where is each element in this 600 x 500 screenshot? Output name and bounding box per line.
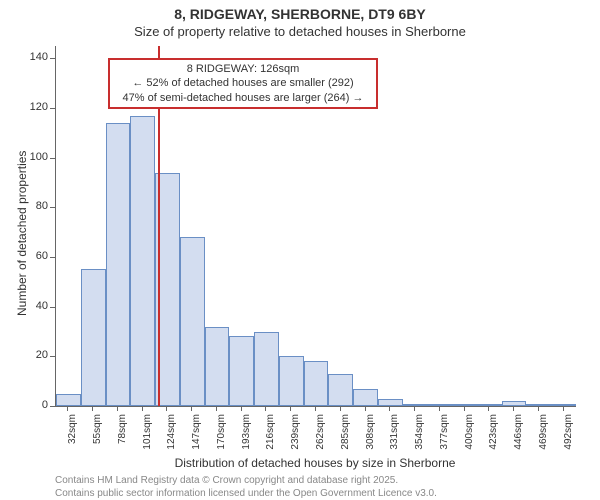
x-tick-label: 147sqm: [191, 414, 202, 454]
histogram-bar: [56, 394, 81, 406]
x-tick-mark: [166, 406, 167, 411]
x-tick-mark: [191, 406, 192, 411]
y-tick-mark: [50, 207, 55, 208]
x-tick-mark: [265, 406, 266, 411]
x-tick-mark: [216, 406, 217, 411]
y-tick-mark: [50, 406, 55, 407]
x-tick-mark: [290, 406, 291, 411]
x-tick-mark: [538, 406, 539, 411]
x-tick-label: 446sqm: [513, 414, 524, 454]
histogram-bar: [229, 336, 254, 406]
x-tick-label: 400sqm: [464, 414, 475, 454]
x-tick-label: 55sqm: [92, 414, 103, 454]
histogram-bar: [452, 404, 477, 406]
y-tick-label: 60: [20, 250, 48, 262]
y-tick-label: 0: [20, 399, 48, 411]
histogram-bar: [427, 404, 452, 406]
y-tick-label: 120: [20, 101, 48, 113]
chart-subtitle: Size of property relative to detached ho…: [0, 22, 600, 39]
x-tick-label: 262sqm: [315, 414, 326, 454]
histogram-bar: [526, 404, 551, 406]
histogram-bar: [328, 374, 353, 406]
x-tick-mark: [414, 406, 415, 411]
x-tick-label: 354sqm: [414, 414, 425, 454]
y-tick-mark: [50, 356, 55, 357]
annotation-line-2: ← 52% of detached houses are smaller (29…: [116, 76, 370, 90]
y-tick-mark: [50, 108, 55, 109]
x-tick-label: 78sqm: [117, 414, 128, 454]
x-tick-mark: [513, 406, 514, 411]
histogram-bar: [81, 269, 106, 406]
histogram-bar: [353, 389, 378, 406]
x-tick-mark: [92, 406, 93, 411]
x-tick-label: 492sqm: [563, 414, 574, 454]
x-tick-mark: [67, 406, 68, 411]
x-tick-mark: [365, 406, 366, 411]
histogram-bar: [279, 356, 304, 406]
x-tick-label: 170sqm: [216, 414, 227, 454]
y-tick-mark: [50, 257, 55, 258]
histogram-bar: [304, 361, 329, 406]
histogram-bar: [180, 237, 205, 406]
x-tick-label: 32sqm: [67, 414, 78, 454]
x-tick-mark: [464, 406, 465, 411]
annotation-line-1: 8 RIDGEWAY: 126sqm: [116, 62, 370, 76]
x-tick-mark: [340, 406, 341, 411]
x-tick-mark: [117, 406, 118, 411]
histogram-bar: [551, 404, 576, 406]
x-tick-mark: [315, 406, 316, 411]
y-tick-mark: [50, 158, 55, 159]
x-tick-label: 101sqm: [142, 414, 153, 454]
y-tick-mark: [50, 307, 55, 308]
annotation-box: 8 RIDGEWAY: 126sqm ← 52% of detached hou…: [108, 58, 378, 109]
x-tick-mark: [563, 406, 564, 411]
x-tick-label: 331sqm: [389, 414, 400, 454]
x-tick-label: 193sqm: [241, 414, 252, 454]
chart-title: 8, RIDGEWAY, SHERBORNE, DT9 6BY: [0, 0, 600, 22]
histogram-bar: [205, 327, 230, 406]
x-tick-mark: [142, 406, 143, 411]
x-tick-label: 469sqm: [538, 414, 549, 454]
x-tick-mark: [389, 406, 390, 411]
y-tick-label: 100: [20, 151, 48, 163]
footer-line-2: Contains public sector information licen…: [55, 487, 437, 500]
histogram-bar: [106, 123, 131, 406]
x-tick-mark: [439, 406, 440, 411]
x-axis-label: Distribution of detached houses by size …: [55, 456, 575, 470]
x-tick-mark: [488, 406, 489, 411]
y-tick-label: 80: [20, 200, 48, 212]
y-tick-label: 40: [20, 300, 48, 312]
x-tick-label: 285sqm: [340, 414, 351, 454]
x-tick-label: 216sqm: [265, 414, 276, 454]
y-tick-label: 20: [20, 349, 48, 361]
x-tick-mark: [241, 406, 242, 411]
x-tick-label: 423sqm: [488, 414, 499, 454]
x-tick-label: 308sqm: [365, 414, 376, 454]
y-tick-mark: [50, 58, 55, 59]
histogram-bar: [378, 399, 403, 406]
y-tick-label: 140: [20, 51, 48, 63]
annotation-line-3: 47% of semi-detached houses are larger (…: [116, 91, 370, 105]
y-axis-label: Number of detached properties: [15, 151, 29, 316]
footer-line-1: Contains HM Land Registry data © Crown c…: [55, 474, 437, 487]
histogram-bar: [130, 116, 155, 406]
x-tick-label: 124sqm: [166, 414, 177, 454]
footer-attribution: Contains HM Land Registry data © Crown c…: [55, 474, 437, 500]
histogram-bar: [254, 332, 279, 406]
x-tick-label: 239sqm: [290, 414, 301, 454]
x-tick-label: 377sqm: [439, 414, 450, 454]
